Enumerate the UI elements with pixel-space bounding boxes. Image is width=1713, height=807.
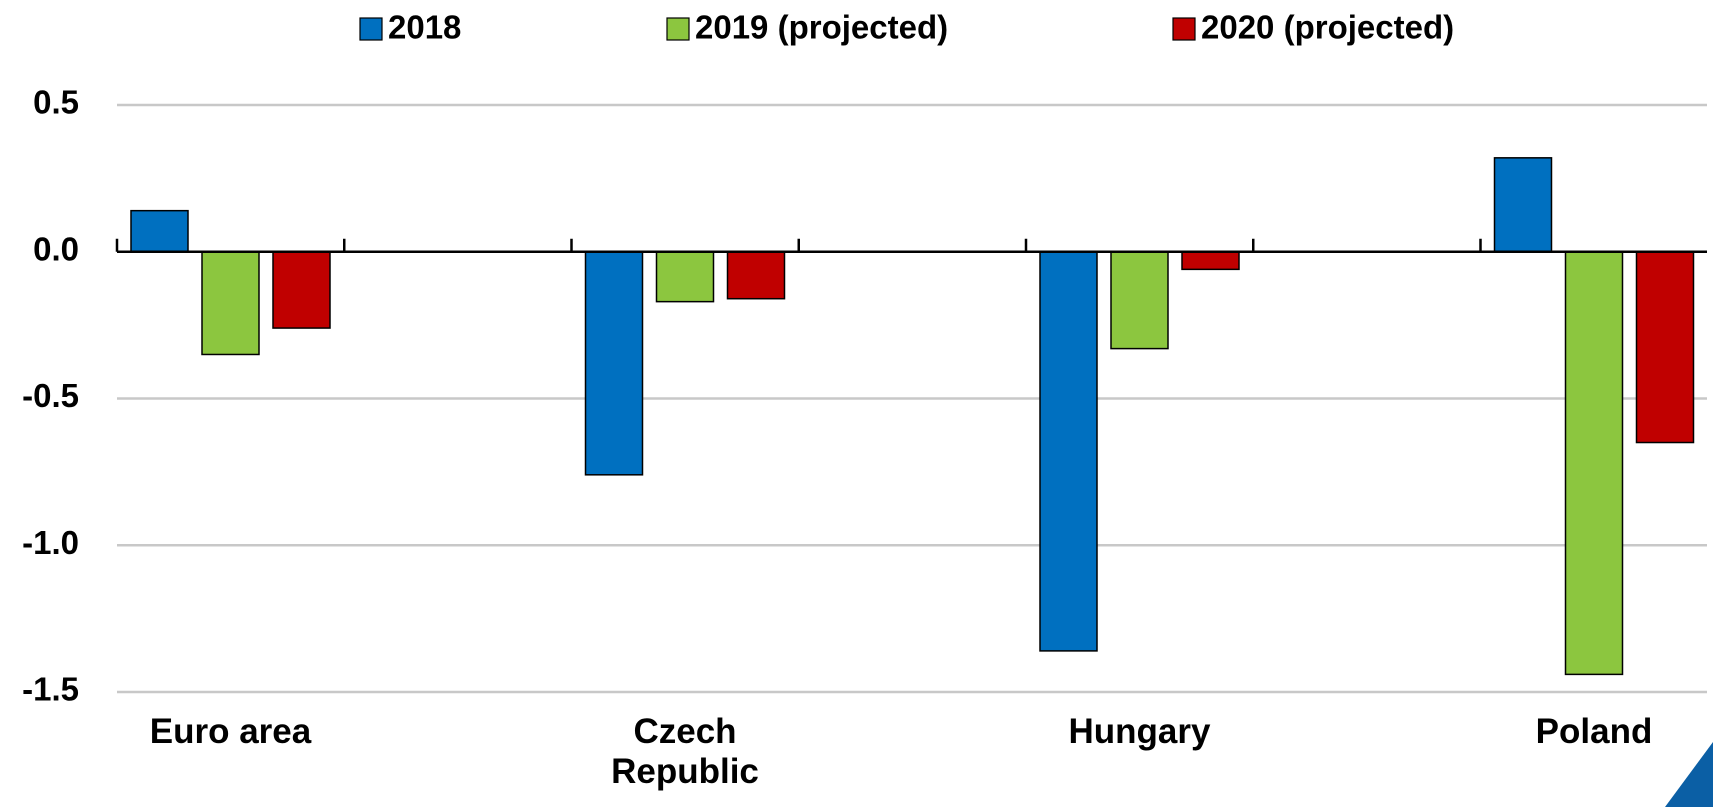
legend-swatch (359, 17, 383, 41)
bar (201, 251, 260, 356)
bar (1564, 251, 1624, 676)
bar (1181, 251, 1240, 271)
x-tick-label: Poland (1535, 712, 1653, 751)
y-tick-label: -0.5 (22, 377, 79, 414)
y-tick-label: 0.5 (33, 84, 79, 121)
legend-label: 2019 (projected) (695, 9, 948, 46)
bar (130, 209, 189, 253)
bar (655, 251, 715, 303)
legend-label: 2020 (projected) (1201, 9, 1454, 46)
bar (1110, 251, 1169, 350)
y-tick-label: -1.0 (22, 524, 79, 561)
bar (584, 251, 644, 476)
x-tick-label: Euro area (149, 712, 312, 751)
corner-decoration (1665, 742, 1713, 807)
x-tick-label: Czech Republic (611, 712, 759, 791)
bar (272, 251, 331, 329)
x-tick-label: Hungary (1068, 712, 1211, 751)
bar (1493, 157, 1553, 253)
bar (1039, 251, 1098, 652)
bar (726, 251, 786, 300)
legend-label: 2018 (388, 9, 461, 46)
y-tick-label: 0.0 (33, 230, 79, 267)
legend-swatch (666, 17, 690, 41)
bar (1635, 251, 1695, 444)
legend-swatch (1172, 17, 1196, 41)
y-tick-label: -1.5 (22, 671, 79, 708)
